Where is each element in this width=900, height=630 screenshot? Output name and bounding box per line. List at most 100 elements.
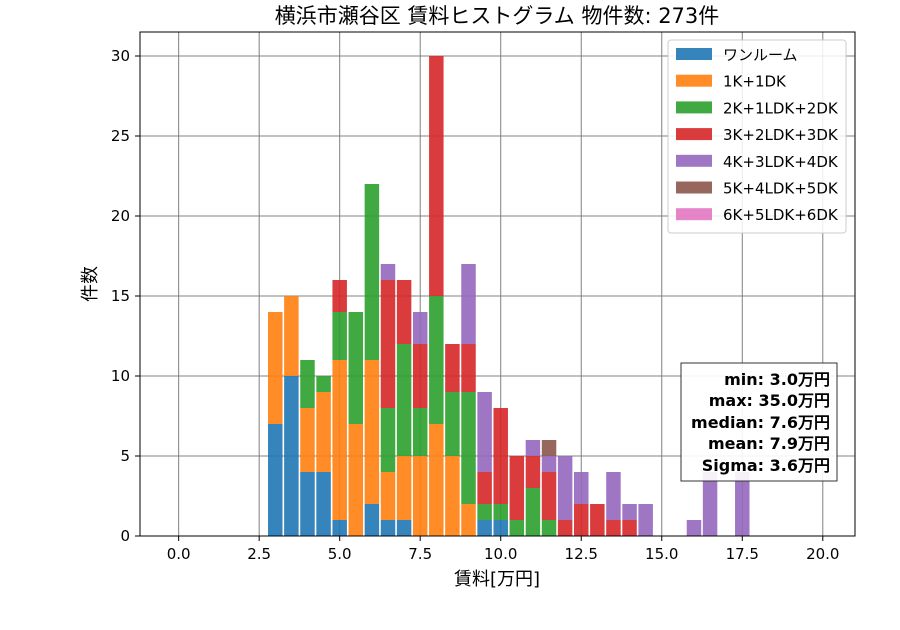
bar-2k-1ldk-2dk bbox=[493, 504, 508, 520]
stats-box: min: 3.0万円 max: 35.0万円 median: 7.6万円 mea… bbox=[680, 362, 838, 482]
x-tick-label: 7.5 bbox=[408, 545, 432, 563]
x-tick-label: 15.0 bbox=[645, 545, 678, 563]
y-tick-label: 15 bbox=[111, 287, 130, 305]
y-tick-label: 5 bbox=[120, 447, 130, 465]
bar-3k-2ldk-3dk bbox=[541, 472, 557, 520]
bar-1k-1dk bbox=[332, 360, 347, 520]
x-tick-label: 10.0 bbox=[484, 545, 517, 563]
bar-4k-3ldk-4dk bbox=[557, 456, 573, 520]
stat-min: min: 3.0万円 bbox=[724, 370, 830, 389]
bar-2k-1ldk-2dk bbox=[477, 504, 492, 520]
bar-2k-1ldk-2dk bbox=[461, 392, 476, 504]
bar-1k-1dk bbox=[396, 456, 412, 520]
legend-swatch bbox=[676, 101, 712, 114]
bar-4k-3ldk-4dk bbox=[525, 440, 541, 456]
bar-3k-2ldk-3dk bbox=[590, 504, 605, 536]
legend-label: 3K+2LDK+3DK bbox=[723, 126, 839, 144]
bar-3k-2ldk-3dk bbox=[573, 504, 589, 536]
y-axis-label: 件数 bbox=[80, 266, 101, 302]
bar-3k-2ldk-3dk bbox=[396, 280, 412, 344]
bar-2k-1ldk-2dk bbox=[332, 312, 347, 360]
bar-1k-1dk bbox=[316, 392, 331, 472]
bar-3k-2ldk-3dk bbox=[509, 456, 525, 520]
bars bbox=[268, 56, 750, 536]
bar-series bbox=[284, 376, 299, 536]
bar-3k-2ldk-3dk bbox=[429, 56, 444, 296]
bar-2k-1ldk-2dk bbox=[445, 392, 460, 456]
bar-series bbox=[332, 520, 347, 536]
legend-swatch bbox=[676, 74, 712, 87]
legend-label: 6K+5LDK+6DK bbox=[723, 206, 839, 224]
legend-label: 2K+1LDK+2DK bbox=[723, 99, 839, 117]
x-tick-label: 5.0 bbox=[328, 545, 352, 563]
bar-2k-1ldk-2dk bbox=[316, 376, 331, 392]
bar-2k-1ldk-2dk bbox=[525, 488, 541, 536]
bar-2k-1ldk-2dk bbox=[348, 312, 364, 424]
bar-series bbox=[364, 504, 380, 536]
y-tick-label: 0 bbox=[120, 527, 130, 545]
bar-3k-2ldk-3dk bbox=[622, 520, 637, 536]
stats-frame bbox=[680, 362, 838, 482]
bar-1k-1dk bbox=[364, 360, 380, 504]
bar-4k-3ldk-4dk bbox=[606, 472, 621, 520]
x-tick-label: 0.0 bbox=[167, 545, 191, 563]
x-tick-label: 2.5 bbox=[247, 545, 271, 563]
bar-4k-3ldk-4dk bbox=[622, 504, 637, 520]
legend-swatch bbox=[676, 208, 712, 221]
bar-4k-3ldk-4dk bbox=[461, 264, 476, 344]
stat-median: median: 7.6万円 bbox=[691, 413, 830, 432]
legend-swatch bbox=[676, 128, 712, 141]
bar-series bbox=[316, 472, 331, 536]
legend-label: 1K+1DK bbox=[723, 73, 787, 91]
bar-1k-1dk bbox=[461, 504, 476, 536]
bar-1k-1dk bbox=[284, 296, 299, 376]
y-tick-label: 25 bbox=[111, 127, 130, 145]
bar-series bbox=[396, 520, 412, 536]
bar-3k-2ldk-3dk bbox=[380, 280, 396, 408]
bar-2k-1ldk-2dk bbox=[412, 408, 428, 456]
plot-frame bbox=[139, 31, 856, 537]
legend-label: ワンルーム bbox=[723, 46, 798, 64]
bar-1k-1dk bbox=[268, 312, 283, 424]
bar-4k-3ldk-4dk bbox=[735, 472, 750, 536]
bar-1k-1dk bbox=[429, 424, 444, 536]
bar-1k-1dk bbox=[348, 424, 364, 536]
bar-4k-3ldk-4dk bbox=[638, 504, 653, 536]
bar-series bbox=[380, 520, 396, 536]
legend-swatch bbox=[676, 181, 712, 194]
bar-3k-2ldk-3dk bbox=[332, 280, 347, 312]
bar-series bbox=[300, 472, 315, 536]
bar-4k-3ldk-4dk bbox=[412, 312, 428, 344]
legend-box bbox=[667, 39, 847, 234]
stat-sigma: Sigma: 3.6万円 bbox=[702, 456, 830, 475]
bar-series bbox=[477, 520, 492, 536]
bar-3k-2ldk-3dk bbox=[445, 344, 460, 392]
bar-1k-1dk bbox=[412, 456, 428, 536]
legend-swatch bbox=[676, 154, 712, 167]
bar-3k-2ldk-3dk bbox=[412, 344, 428, 408]
x-tick-label: 12.5 bbox=[565, 545, 598, 563]
bar-1k-1dk bbox=[445, 456, 460, 536]
bar-series bbox=[268, 424, 283, 536]
bar-3k-2ldk-3dk bbox=[606, 520, 621, 536]
bar-5k-4ldk-5dk bbox=[541, 440, 557, 456]
bar-3k-2ldk-3dk bbox=[525, 456, 541, 488]
bar-2k-1ldk-2dk bbox=[300, 360, 315, 408]
legend-swatch bbox=[676, 48, 712, 60]
bar-2k-1ldk-2dk bbox=[364, 184, 380, 360]
bar-3k-2ldk-3dk bbox=[493, 408, 508, 504]
y-axis-ticks: 0 5 10 15 20 25 30 bbox=[111, 47, 140, 545]
x-axis-label: 賃料[万円] bbox=[454, 569, 540, 590]
bar-4k-3ldk-4dk bbox=[573, 472, 589, 504]
y-tick-label: 20 bbox=[111, 207, 130, 225]
legend-label: 4K+3LDK+4DK bbox=[723, 153, 839, 171]
x-tick-label: 20.0 bbox=[806, 545, 839, 563]
x-axis-ticks: 0.0 2.5 5.0 7.5 10.0 12.5 15.0 17.5 20.0 bbox=[167, 536, 839, 563]
bar-4k-3ldk-4dk bbox=[686, 520, 702, 536]
bar-2k-1ldk-2dk bbox=[396, 344, 412, 456]
bar-4k-3ldk-4dk bbox=[380, 264, 396, 280]
bar-series bbox=[493, 520, 508, 536]
bar-2k-1ldk-2dk bbox=[380, 408, 396, 472]
chart-title: 横浜市瀬谷区 賃料ヒストグラム 物件数: 273件 bbox=[275, 4, 720, 28]
